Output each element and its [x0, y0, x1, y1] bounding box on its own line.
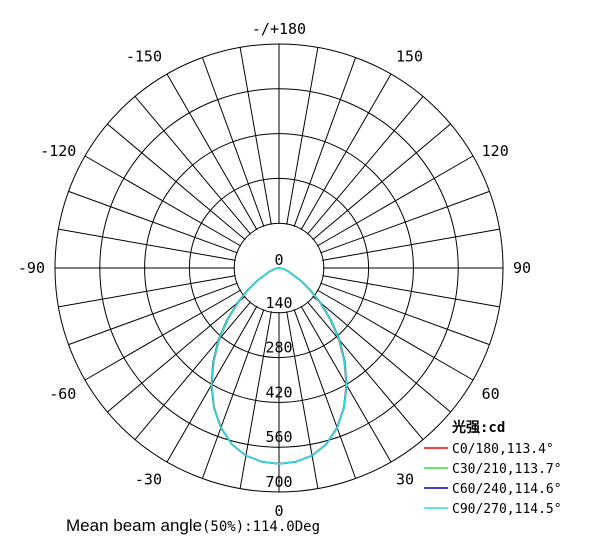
grid-spoke [58, 275, 236, 308]
angle-label: -30 [135, 471, 162, 489]
angle-labels: 0 30 60 90 120 150 -/+180 -150 -120 -90 -60 -30 [18, 20, 531, 520]
angle-label: -120 [40, 142, 76, 160]
angle-label: -90 [18, 259, 45, 277]
grid-spoke [84, 155, 242, 247]
grid-spoke [312, 123, 451, 241]
polar-grid [54, 43, 504, 493]
legend-entry: C90/270,114.5° [452, 502, 562, 517]
radial-tick-label: 420 [265, 383, 292, 401]
grid-spoke [320, 282, 490, 346]
angle-label: 60 [482, 385, 500, 403]
angle-label: -60 [49, 385, 76, 403]
grid-spoke [68, 282, 238, 346]
grid-spoke [300, 73, 392, 231]
radial-tick-labels: 0 140 280 420 560 700 [265, 251, 292, 491]
grid-spoke [293, 57, 357, 227]
radial-tick-label: 140 [265, 294, 292, 312]
grid-spoke [312, 295, 451, 413]
radial-tick-label: 560 [265, 428, 292, 446]
grid-spoke [239, 311, 272, 489]
grid-spoke [316, 289, 474, 381]
legend-entry: C60/240,114.6° [452, 482, 562, 497]
grid-spoke [201, 309, 265, 479]
intensity-curves [210, 267, 348, 465]
legend-entry: C30/210,113.7° [452, 462, 562, 477]
radial-tick-label: 700 [265, 473, 292, 491]
legend-title: 光强:cd [451, 419, 505, 436]
angle-label: -/+180 [252, 20, 306, 38]
grid-spoke [107, 295, 246, 413]
grid-spoke [306, 301, 424, 440]
angle-label: -150 [126, 47, 162, 65]
grid-spoke [293, 309, 357, 479]
legend-entry: C0/180,113.4° [452, 442, 554, 457]
grid-spoke [286, 47, 319, 225]
angle-label: 30 [396, 471, 414, 489]
grid-spoke [322, 275, 500, 308]
grid-spoke [322, 228, 500, 261]
mean-beam-angle-label: Mean beam angle [66, 516, 202, 535]
grid-spoke [320, 190, 490, 254]
angle-label: 150 [396, 47, 423, 65]
grid-spoke [134, 301, 252, 440]
intensity-curve [210, 267, 348, 465]
grid-spoke [166, 73, 258, 231]
angle-label: 120 [482, 142, 509, 160]
grid-spoke [316, 155, 474, 247]
grid-spoke [68, 190, 238, 254]
grid-spoke [134, 96, 252, 235]
grid-spoke [239, 47, 272, 225]
mean-beam-angle-value: (50%):114.0Deg [202, 519, 320, 535]
angle-label: 0 [274, 502, 283, 520]
legend: 光强:cd C0/180,113.4° C30/210,113.7° C60/240… [424, 419, 562, 517]
radial-tick-label: 0 [274, 251, 283, 269]
grid-spoke [84, 289, 242, 381]
grid-spoke [306, 96, 424, 235]
grid-spoke [201, 57, 265, 227]
grid-spoke [286, 311, 319, 489]
grid-spoke [107, 123, 246, 241]
grid-spoke [58, 228, 236, 261]
angle-label: 90 [513, 259, 531, 277]
radial-tick-label: 280 [265, 339, 292, 357]
